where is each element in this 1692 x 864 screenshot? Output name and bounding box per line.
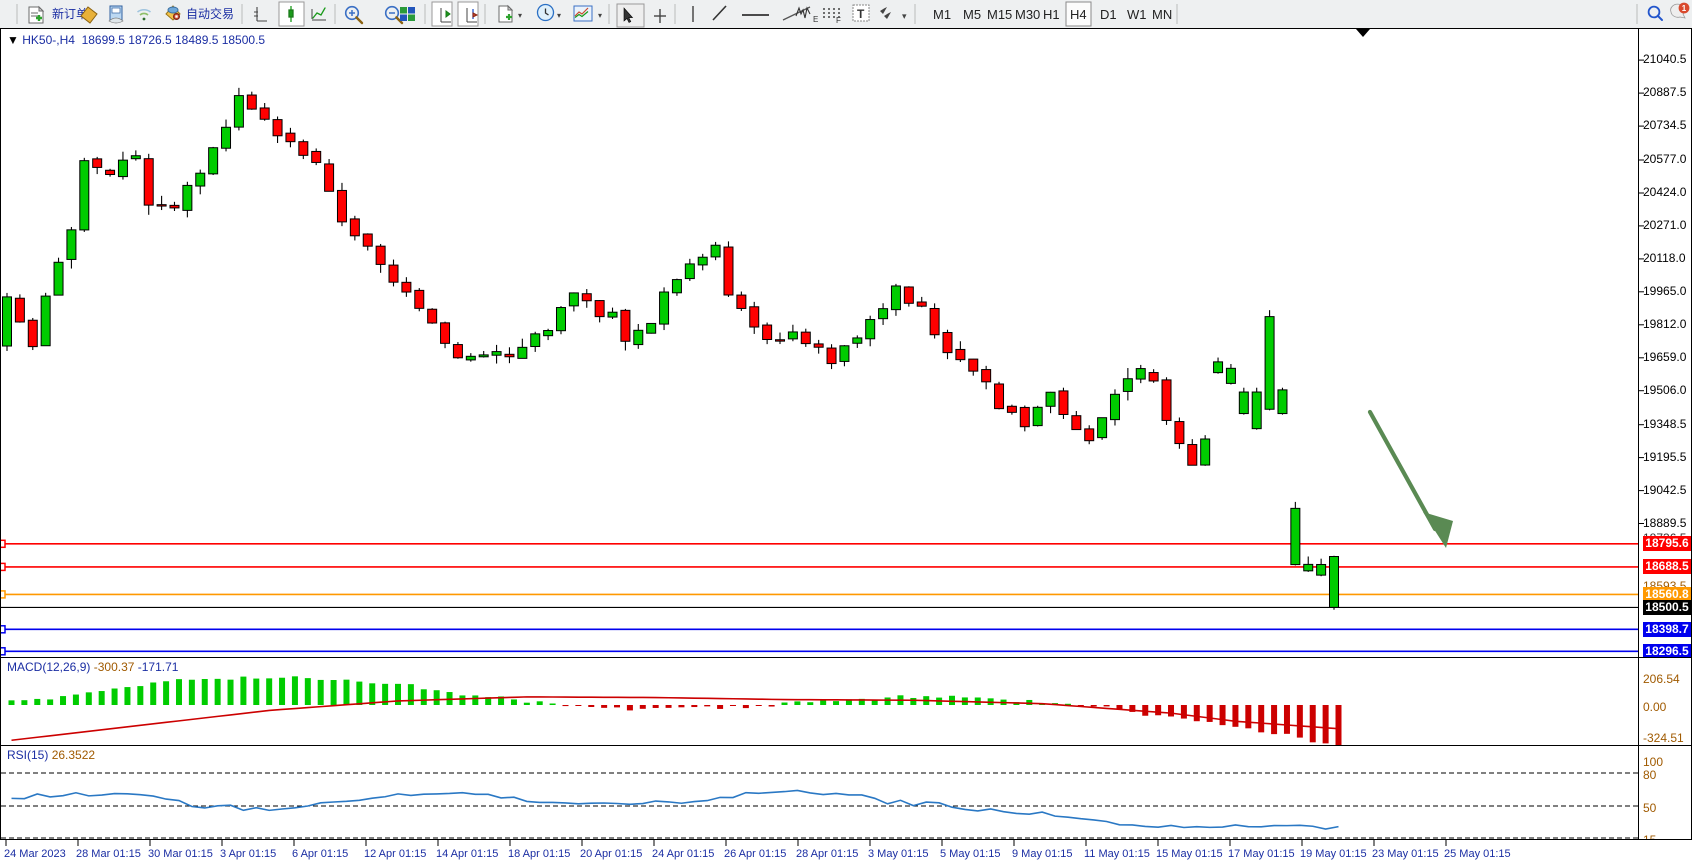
svg-text:H1: H1 [1043, 7, 1060, 22]
svg-text:▾: ▾ [518, 11, 522, 20]
svg-text:▾: ▾ [557, 11, 561, 20]
svg-text:H4: H4 [1070, 7, 1087, 22]
svg-text:1: 1 [1682, 4, 1687, 13]
svg-text:▾: ▾ [902, 11, 907, 21]
svg-text:M5: M5 [963, 7, 981, 22]
svg-text:M30: M30 [1015, 7, 1040, 22]
svg-text:D1: D1 [1100, 7, 1117, 22]
svg-text:E: E [813, 15, 818, 24]
svg-text:M15: M15 [987, 7, 1012, 22]
svg-text:自动交易: 自动交易 [186, 6, 234, 21]
svg-text:W1: W1 [1127, 7, 1147, 22]
svg-text:F: F [836, 16, 841, 25]
svg-text:T: T [857, 7, 865, 21]
svg-text:MN: MN [1152, 7, 1172, 22]
svg-text:M1: M1 [933, 7, 951, 22]
svg-text:▾: ▾ [598, 11, 602, 20]
